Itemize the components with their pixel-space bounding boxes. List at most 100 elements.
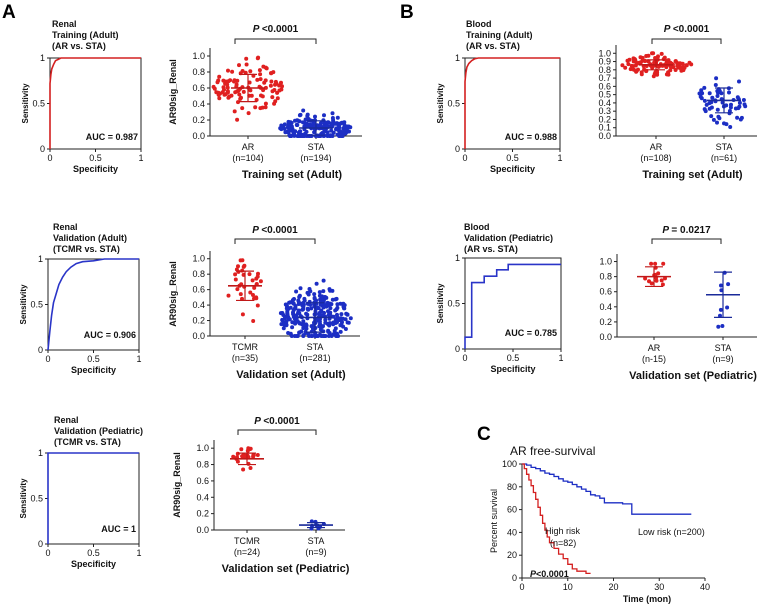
data-point bbox=[345, 312, 350, 317]
data-point bbox=[238, 96, 243, 101]
group-label: STA bbox=[308, 536, 325, 546]
data-point bbox=[321, 305, 326, 310]
data-point bbox=[310, 334, 315, 338]
data-point bbox=[710, 95, 715, 100]
y-tick-label: 0.6 bbox=[192, 83, 205, 93]
data-point bbox=[329, 128, 334, 133]
roc-title-line: Validation (Pediatric) bbox=[54, 426, 143, 436]
significance-bar bbox=[651, 238, 722, 244]
data-point bbox=[298, 129, 303, 134]
data-point bbox=[251, 293, 255, 297]
data-point bbox=[296, 309, 301, 314]
x-tick-label: 10 bbox=[563, 582, 573, 592]
roc-curve bbox=[49, 57, 141, 149]
data-point bbox=[284, 306, 289, 311]
data-point bbox=[272, 101, 277, 106]
y-tick-label: 1.0 bbox=[192, 51, 205, 61]
group-n-label: (n=9) bbox=[712, 354, 733, 364]
x-tick-label: 0 bbox=[45, 548, 50, 558]
data-point bbox=[729, 102, 733, 107]
data-point bbox=[638, 55, 643, 60]
data-point bbox=[639, 70, 644, 75]
data-point bbox=[716, 324, 721, 329]
data-point bbox=[323, 295, 328, 300]
data-point bbox=[314, 298, 319, 303]
auc-annotation: AUC = 0.988 bbox=[505, 132, 557, 142]
data-point bbox=[288, 134, 293, 138]
A-dot-validation-group: 0.0 0.2 0.4 0.6 0.8 1.0 AR90sig_Renal TCMR(n=35… bbox=[168, 225, 360, 381]
data-point bbox=[303, 117, 308, 122]
data-point bbox=[238, 258, 243, 263]
B-dot-pediatric-group: 0.0 0.2 0.4 0.6 0.8 1.0 AR(n-15) STA(n=9) P = 0.… bbox=[599, 225, 757, 382]
data-point bbox=[255, 274, 260, 279]
y-tick-label: 0.0 bbox=[599, 332, 612, 342]
data-point bbox=[277, 83, 282, 88]
y-tick-label: 0 bbox=[40, 144, 45, 154]
dot-ylabel: AR90sig_Renal bbox=[168, 261, 178, 327]
data-point bbox=[335, 115, 340, 120]
data-point bbox=[343, 327, 348, 331]
data-point bbox=[301, 326, 306, 330]
data-point bbox=[233, 272, 238, 277]
data-point bbox=[718, 313, 722, 318]
km-label-low-risk: Low risk (n=200) bbox=[638, 527, 705, 537]
x-tick-label: 0 bbox=[45, 354, 50, 364]
y-tick-label: 0.5 bbox=[32, 99, 45, 109]
data-point bbox=[281, 313, 286, 317]
y-tick-label: 0 bbox=[38, 345, 43, 355]
data-point bbox=[337, 121, 342, 126]
y-tick-label: 1 bbox=[38, 448, 43, 458]
data-point bbox=[735, 115, 740, 120]
data-point bbox=[651, 74, 656, 79]
p-value: P <0.0001 bbox=[254, 416, 300, 427]
data-point bbox=[305, 112, 310, 117]
roc-title-line: Training (Adult) bbox=[52, 30, 119, 40]
data-point bbox=[719, 91, 724, 96]
data-point bbox=[301, 333, 306, 338]
data-point bbox=[328, 312, 332, 316]
data-point bbox=[275, 96, 280, 101]
data-point bbox=[338, 323, 343, 328]
y-tick-label: 1.0 bbox=[598, 48, 611, 58]
data-point bbox=[333, 308, 338, 313]
data-point bbox=[333, 331, 338, 336]
data-point bbox=[341, 129, 346, 134]
data-point bbox=[682, 65, 687, 70]
data-point bbox=[212, 86, 217, 91]
auc-annotation: AUC = 1 bbox=[101, 524, 136, 534]
group-label: TCMR bbox=[234, 536, 260, 546]
data-point bbox=[636, 67, 640, 72]
data-point bbox=[231, 454, 236, 459]
data-point bbox=[331, 322, 336, 327]
y-tick-label: 40 bbox=[507, 527, 517, 537]
x-tick-label: 0 bbox=[462, 153, 467, 163]
data-point bbox=[646, 53, 651, 58]
data-point bbox=[327, 287, 332, 292]
data-point bbox=[334, 296, 339, 301]
data-point bbox=[244, 62, 249, 67]
data-point bbox=[304, 129, 309, 134]
data-point bbox=[326, 328, 331, 333]
data-point bbox=[684, 63, 689, 68]
data-point bbox=[338, 301, 343, 306]
y-tick-label: 0.9 bbox=[598, 57, 611, 67]
y-tick-label: 0.8 bbox=[196, 460, 209, 470]
data-point bbox=[316, 334, 320, 338]
data-point bbox=[725, 305, 730, 310]
x-tick-label: 0 bbox=[47, 153, 52, 163]
dot-xlabel: Training set (Adult) bbox=[242, 169, 343, 181]
data-point bbox=[707, 106, 712, 111]
data-point bbox=[259, 93, 263, 98]
km-ylabel: Percent survival bbox=[489, 489, 499, 553]
data-point bbox=[239, 447, 244, 452]
data-point bbox=[248, 69, 253, 74]
group-n-label: (n=108) bbox=[640, 153, 671, 163]
roc-curve bbox=[47, 452, 139, 544]
data-point bbox=[298, 112, 303, 117]
group-n-label: (n=24) bbox=[234, 547, 260, 557]
panel-label-a: A bbox=[2, 2, 16, 23]
data-point bbox=[254, 97, 259, 102]
